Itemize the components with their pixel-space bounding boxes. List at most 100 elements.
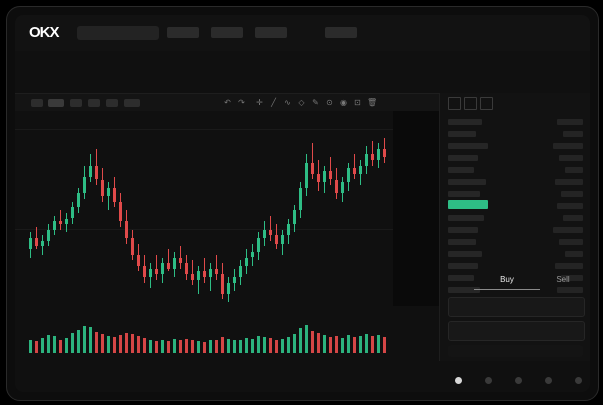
order-price-field[interactable]: [448, 297, 585, 317]
tab-buy[interactable]: Buy: [500, 275, 514, 284]
candle-wick: [54, 215, 55, 236]
volume-bar: [353, 336, 356, 353]
volume-bar: [215, 339, 218, 353]
toolbar-button-1[interactable]: [48, 99, 64, 107]
candle-wick: [216, 254, 217, 280]
chart-gridline: [15, 129, 439, 130]
candle-wick: [144, 254, 145, 283]
tab-sell[interactable]: Sell: [556, 275, 570, 284]
volume-bar: [263, 336, 266, 353]
book-asks-icon[interactable]: [480, 97, 493, 110]
volume-bar: [95, 331, 98, 353]
candle: [293, 204, 296, 233]
book-both-icon[interactable]: [448, 97, 461, 110]
orderbook-row[interactable]: [448, 119, 482, 125]
orderbook-row-value: [563, 215, 583, 221]
volume-bar: [137, 335, 140, 353]
candle: [59, 210, 62, 230]
toolbar-button-0[interactable]: [31, 99, 43, 107]
trash-icon[interactable]: 🗑: [367, 98, 378, 107]
candle-wick: [366, 146, 367, 174]
book-bids-icon[interactable]: [464, 97, 477, 110]
orderbook-selected-row[interactable]: [448, 200, 488, 209]
volume-bar: [119, 335, 122, 353]
orderbook-row-value: [557, 119, 583, 125]
wave-icon[interactable]: ∿: [284, 98, 291, 107]
orderbook-row[interactable]: [448, 131, 476, 137]
candle-wick: [234, 268, 235, 291]
nav-item-0[interactable]: [167, 27, 199, 38]
volume-bar: [305, 325, 308, 353]
nav-item-1[interactable]: [211, 27, 243, 38]
eye-icon[interactable]: ◉: [340, 98, 347, 107]
crosshair-icon[interactable]: ✛: [256, 98, 263, 107]
toolbar-button-4[interactable]: [106, 99, 118, 107]
orderbook-row[interactable]: [448, 239, 476, 245]
pagination-dots[interactable]: [445, 377, 585, 385]
undo-icon[interactable]: ↶: [224, 98, 231, 107]
volume-bar: [221, 337, 224, 353]
magnet-icon[interactable]: ⊙: [326, 98, 333, 107]
toolbar-button-3[interactable]: [88, 99, 100, 107]
candle: [371, 140, 374, 166]
candle-wick: [246, 249, 247, 275]
bottom-tab-bar: [15, 361, 439, 392]
order-slider[interactable]: [448, 345, 583, 357]
volume-bar: [203, 341, 206, 353]
search-input[interactable]: [77, 26, 159, 40]
orderbook-row[interactable]: [448, 155, 478, 161]
pagination-dot-4[interactable]: [575, 377, 582, 384]
pagination-dot-2[interactable]: [515, 377, 522, 384]
candle: [173, 251, 176, 277]
volume-bar: [311, 330, 314, 353]
lock-icon[interactable]: ⊡: [354, 98, 361, 107]
nav-item-3[interactable]: [325, 27, 357, 38]
orderbook-row-value: [563, 131, 583, 137]
candle-wick: [114, 176, 115, 208]
candle: [197, 265, 200, 294]
redo-icon[interactable]: ↷: [238, 98, 245, 107]
candle: [275, 224, 278, 250]
volume-bar: [335, 335, 338, 353]
toolbar-button-2[interactable]: [70, 99, 82, 107]
orderbook-row[interactable]: [448, 251, 482, 257]
nav-item-2[interactable]: [255, 27, 287, 38]
order-amount-field[interactable]: [448, 321, 585, 341]
okx-logo[interactable]: OKX: [29, 24, 60, 41]
volume-bar: [251, 338, 254, 353]
volume-bar: [35, 341, 38, 353]
candle: [113, 176, 116, 208]
orderbook-row[interactable]: [448, 191, 480, 197]
orderbook-row[interactable]: [448, 143, 488, 149]
volume-bar: [317, 333, 320, 353]
candle-wick: [384, 137, 385, 163]
toolbar-button-5[interactable]: [124, 99, 140, 107]
volume-bar: [293, 334, 296, 353]
orderbook-row[interactable]: [448, 263, 478, 269]
pencil-icon[interactable]: ✎: [312, 98, 319, 107]
candle: [257, 232, 260, 261]
pagination-dot-0[interactable]: [455, 377, 462, 384]
orderbook-row[interactable]: [448, 287, 480, 293]
orderbook-row[interactable]: [448, 215, 484, 221]
volume-bar: [233, 340, 236, 353]
candle-wick: [222, 263, 223, 300]
trendline-icon[interactable]: ╱: [271, 98, 276, 107]
candle: [191, 260, 194, 286]
orderbook-row[interactable]: [448, 227, 478, 233]
candle: [347, 162, 350, 191]
candle-wick: [198, 265, 199, 294]
price-chart[interactable]: [15, 111, 439, 361]
shape-icon[interactable]: ◇: [298, 98, 305, 107]
pagination-dot-1[interactable]: [485, 377, 492, 384]
orderbook-row[interactable]: [448, 275, 474, 281]
pagination-dot-3[interactable]: [545, 377, 552, 384]
candle-wick: [72, 201, 73, 225]
orderbook-row-value: [559, 239, 583, 245]
candle-wick: [162, 257, 163, 283]
volume-bar: [359, 335, 362, 353]
orderbook-row[interactable]: [448, 167, 474, 173]
candle-wick: [120, 193, 121, 227]
orderbook-row[interactable]: [448, 179, 486, 185]
top-navigation-bar: OKX: [15, 15, 590, 51]
